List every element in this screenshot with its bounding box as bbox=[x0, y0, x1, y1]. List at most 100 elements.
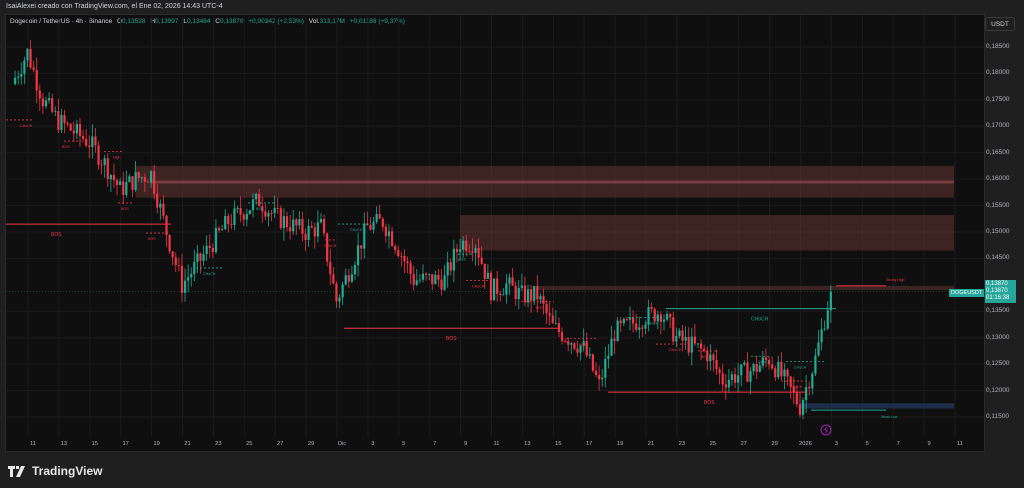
candle-body bbox=[122, 181, 125, 195]
candle-body bbox=[604, 358, 607, 378]
demand-zone bbox=[799, 403, 954, 409]
candle-body bbox=[347, 275, 350, 282]
candle-body bbox=[360, 245, 363, 249]
candle-body bbox=[455, 248, 459, 252]
candle-body bbox=[418, 279, 421, 281]
last-price-label: 0,13870 0,13870 01:16:38 bbox=[985, 280, 1016, 303]
candle-body bbox=[483, 263, 486, 279]
candle-body bbox=[119, 181, 122, 186]
candle-body bbox=[570, 343, 573, 345]
candle-body bbox=[255, 193, 258, 200]
candle-body bbox=[335, 283, 338, 302]
candle-body bbox=[449, 262, 452, 271]
candle-body bbox=[743, 362, 746, 365]
time-tick: 19 bbox=[153, 441, 160, 447]
candle-body bbox=[32, 67, 35, 71]
candle-body bbox=[298, 219, 301, 226]
lightning-event-icon[interactable] bbox=[820, 424, 832, 436]
bar-countdown: 01:16:38 bbox=[986, 295, 1010, 301]
author-line: IsaiAlexei creado con TradingView.com, e… bbox=[6, 3, 223, 10]
candle-body bbox=[434, 274, 437, 285]
candle-body bbox=[628, 317, 632, 320]
price-tick: 0,15000 bbox=[986, 228, 1010, 235]
candle-body bbox=[678, 330, 681, 337]
supply-zone bbox=[537, 285, 954, 291]
price-tick: 0,13000 bbox=[986, 333, 1010, 341]
candle-body bbox=[808, 387, 811, 389]
candle-body bbox=[474, 247, 477, 254]
candle-body bbox=[264, 211, 267, 217]
candle-body bbox=[530, 289, 533, 301]
candle-body bbox=[41, 98, 44, 107]
candle-body bbox=[372, 221, 375, 230]
candle-body bbox=[217, 227, 221, 231]
candle-body bbox=[177, 264, 180, 266]
candle-body bbox=[338, 297, 341, 302]
volume-change: +0,01189 (+9,37%) bbox=[349, 18, 405, 25]
candle-body bbox=[295, 219, 298, 226]
price-tick: 0,17500 bbox=[986, 95, 1010, 103]
candle-body bbox=[594, 370, 598, 375]
candle-body bbox=[279, 208, 282, 229]
candle-body bbox=[94, 136, 97, 146]
candle-body bbox=[159, 203, 162, 208]
currency-button[interactable]: USDT bbox=[985, 17, 1015, 31]
candle-body bbox=[564, 340, 567, 342]
volume-value: 313,17M bbox=[319, 18, 345, 25]
time-tick: 7 bbox=[896, 441, 900, 447]
candle-body bbox=[684, 336, 687, 341]
candle-body bbox=[443, 275, 446, 290]
candle-body bbox=[397, 250, 400, 257]
candle-body bbox=[106, 158, 109, 179]
structure-label: BOS bbox=[536, 306, 544, 310]
candle-body bbox=[783, 369, 786, 377]
candle-body bbox=[406, 261, 409, 264]
candle-body bbox=[601, 377, 604, 380]
candle-body bbox=[496, 278, 499, 294]
price-axis[interactable]: 0,18500 0,18000 0,17500 0,17000 0,16500 0,160… bbox=[985, 14, 1024, 452]
candle-body bbox=[662, 319, 666, 322]
time-axis[interactable]: 11 13 15 17 19 21 23 25 27 29 Dic 3 5 7 9 11 13 15 17 19 21 2… bbox=[5, 437, 980, 452]
price-tick: 0,18000 bbox=[986, 69, 1010, 77]
candle-body bbox=[390, 231, 394, 246]
structure-label: CHoCH bbox=[472, 285, 485, 289]
candle-body bbox=[746, 362, 749, 382]
candle-body bbox=[72, 130, 75, 134]
candle-body bbox=[307, 225, 310, 240]
candlestick-chart[interactable]: BOS BOS BOS CHoCH Strong High Weak Low CHoCH BO… bbox=[6, 15, 984, 437]
candle-body bbox=[51, 98, 54, 112]
candle-body bbox=[659, 314, 662, 322]
candle-body bbox=[353, 265, 357, 275]
candle-body bbox=[421, 273, 425, 280]
candle-body bbox=[437, 274, 440, 280]
candle-body bbox=[752, 364, 755, 372]
tradingview-logo-icon bbox=[8, 465, 25, 477]
candle-body bbox=[193, 261, 196, 274]
time-tick: 11 bbox=[493, 441, 500, 447]
candle-body bbox=[409, 263, 412, 274]
candle-body bbox=[97, 145, 100, 165]
price-tick: 0,17000 bbox=[986, 122, 1010, 130]
candle-body bbox=[146, 181, 150, 183]
candle-body bbox=[183, 280, 187, 293]
symbol-name[interactable]: Dogecoin / TetherUS · 4h · Binance bbox=[10, 18, 113, 25]
candle-body bbox=[699, 343, 703, 349]
candle-body bbox=[316, 222, 320, 237]
candle-body bbox=[718, 369, 721, 374]
candle-body bbox=[13, 77, 17, 84]
candle-body bbox=[134, 172, 137, 191]
candle-body bbox=[115, 180, 119, 186]
candle-body bbox=[792, 386, 795, 393]
chart-pane[interactable] bbox=[5, 14, 985, 452]
structure-label: CHoCH bbox=[350, 228, 363, 232]
candle-body bbox=[789, 376, 792, 387]
candle-body bbox=[356, 245, 360, 266]
structure-label: BOS bbox=[704, 400, 715, 406]
candle-body bbox=[622, 318, 625, 324]
candle-body bbox=[814, 355, 817, 374]
candle-body bbox=[458, 249, 462, 252]
candle-body bbox=[258, 193, 261, 207]
price-tick: 0,15500 bbox=[986, 201, 1010, 209]
candle-body bbox=[771, 364, 774, 369]
candle-body bbox=[140, 177, 143, 179]
